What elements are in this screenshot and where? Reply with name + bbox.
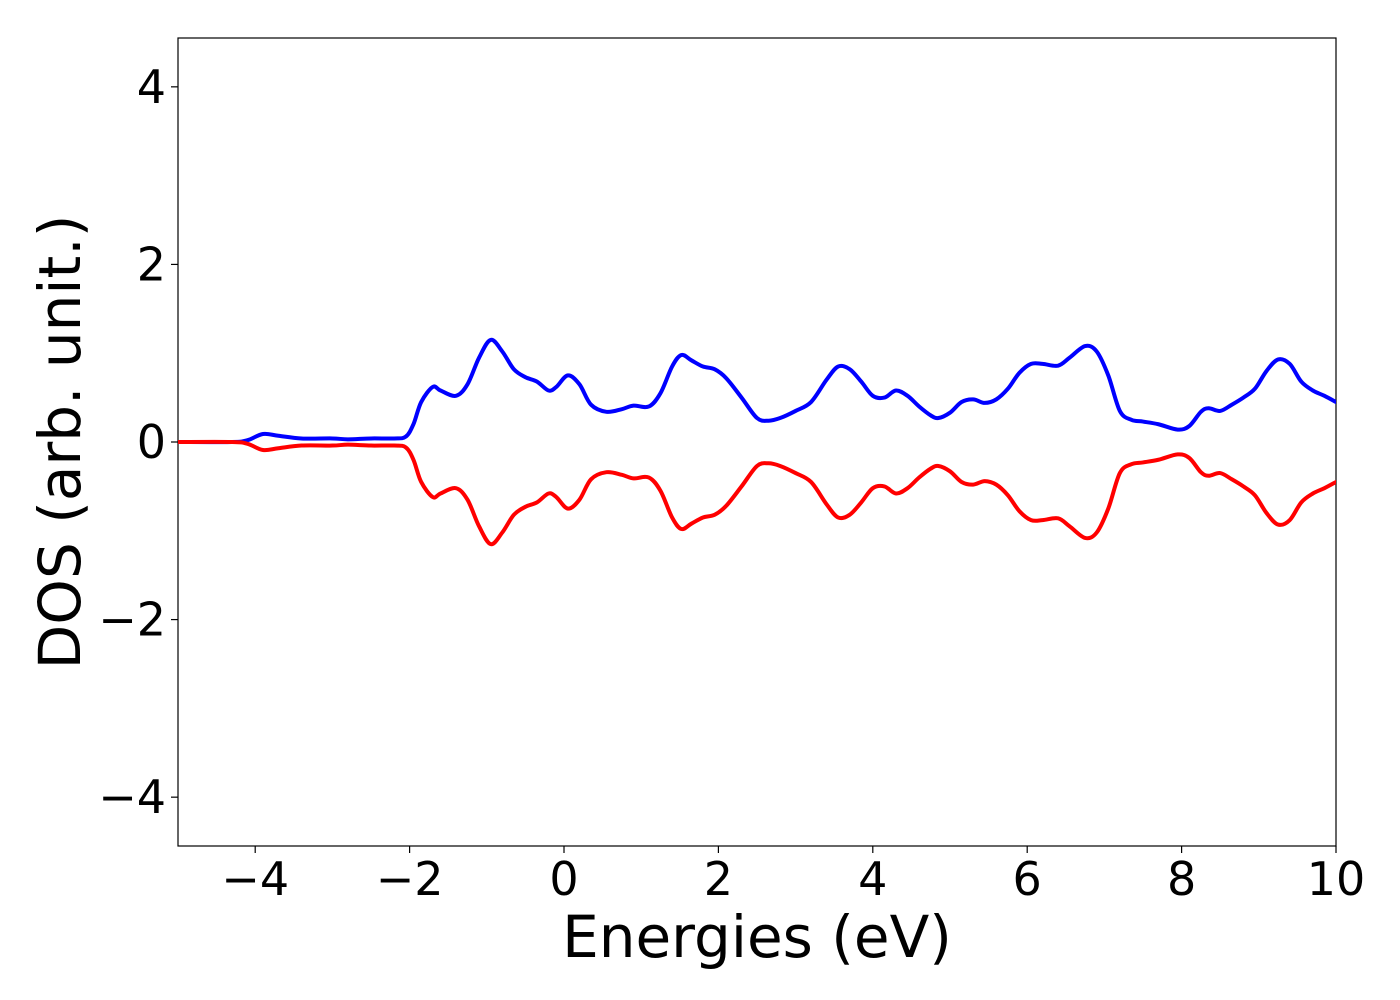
- y-tick-label: −2: [98, 593, 166, 647]
- y-axis-ticks: −4 −2 0 2 4: [98, 60, 178, 824]
- series-line-2: [178, 439, 1336, 547]
- x-tick-label: 2: [704, 852, 733, 906]
- series-lines: [178, 337, 1336, 547]
- y-tick-label: 2: [137, 237, 166, 291]
- series-line-1: [178, 337, 1336, 445]
- x-tick-label: 6: [1013, 852, 1042, 906]
- y-tick-label: 0: [137, 415, 166, 469]
- x-tick-label: 0: [549, 852, 578, 906]
- plot-area: [177, 37, 1337, 847]
- x-tick-label: 8: [1167, 852, 1196, 906]
- x-tick-label: −2: [376, 852, 444, 906]
- x-axis-ticks: −4 −2 0 2 4 6 8 10: [221, 846, 1365, 906]
- y-tick-label: 4: [137, 60, 166, 114]
- x-tick-label: −4: [221, 852, 289, 906]
- x-tick-label: 10: [1307, 852, 1366, 906]
- y-axis-title: DOS (arb. unit.): [26, 215, 94, 670]
- x-axis-title: Energies (eV): [562, 903, 952, 971]
- x-tick-label: 4: [858, 852, 887, 906]
- plot-frame: [177, 37, 1337, 847]
- y-tick-label: −4: [98, 770, 166, 824]
